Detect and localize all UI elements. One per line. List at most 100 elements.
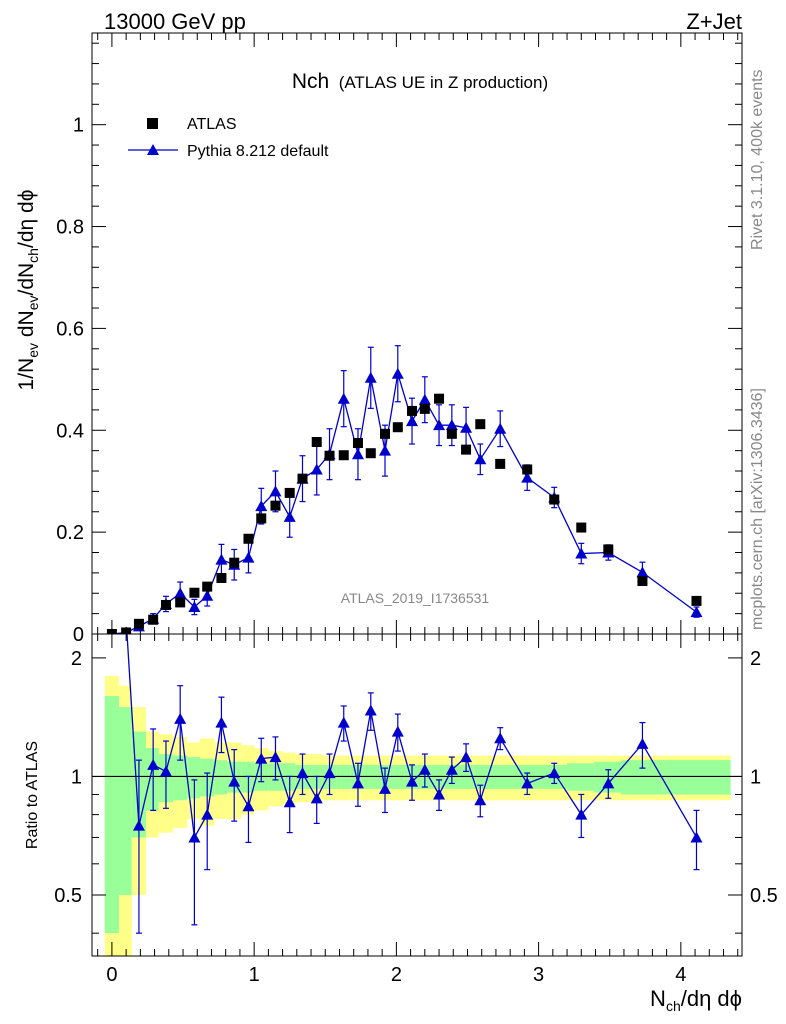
data-point: [256, 513, 267, 524]
data-point: [338, 450, 349, 461]
mc-point: [474, 453, 487, 465]
ratio-point: [474, 794, 487, 806]
y-tick-label: 0.2: [56, 522, 84, 544]
y-tick-label: 0.8: [56, 217, 84, 239]
legend: ATLAS Pythia 8.212 default: [128, 116, 329, 160]
data-point: [446, 428, 457, 439]
x-tick-label: 4: [675, 964, 686, 986]
mc-point: [310, 463, 323, 475]
data-point: [522, 464, 533, 475]
ratio-plot-series: [92, 634, 742, 934]
ratio-band-inner: [214, 760, 228, 795]
y-axis-label: 1/Nev dNev/dNch/dη dϕ: [15, 190, 41, 391]
data-point: [495, 458, 506, 469]
ratio-point: [159, 765, 172, 777]
data-point: [216, 572, 227, 583]
ratio-point: [188, 831, 201, 843]
data-point: [148, 614, 159, 625]
ratio-point: [228, 775, 241, 787]
ratio-point: [269, 751, 282, 763]
ratio-band-inner: [173, 755, 188, 801]
data-point: [603, 544, 614, 555]
legend-mc-label: Pythia 8.212 default: [187, 143, 329, 160]
data-point: [243, 533, 254, 544]
ratio-band-inner: [241, 761, 255, 793]
mc-point: [242, 551, 255, 563]
x-tick-label: 1: [249, 964, 260, 986]
axes: 0 1 2 3 4 0 0.2 0.4 0.6 0.8 1 0.5 0.5 1 1 2 2: [54, 33, 778, 986]
ratio-point: [406, 775, 419, 787]
ratio-tick-label-right: 2: [750, 648, 761, 670]
mc-point: [283, 510, 296, 522]
energy-label: 13000 GeV pp: [104, 9, 246, 34]
ratio-point: [521, 777, 534, 789]
ratio-point: [215, 716, 228, 728]
ratio-point: [602, 777, 615, 789]
ratio-point: [391, 725, 404, 737]
ratio-point: [283, 796, 296, 808]
mc-point: [445, 419, 458, 431]
data-point: [297, 473, 308, 484]
y-tick-label: 0: [73, 624, 84, 646]
ratio-band-inner: [621, 760, 663, 795]
mc-point: [215, 553, 228, 565]
ratio-tick-label-left: 1: [71, 766, 82, 788]
ratio-point: [575, 808, 588, 820]
ratio-tick-label-left: 2: [71, 648, 82, 670]
ratio-plot-frame: [91, 633, 743, 957]
data-point: [637, 576, 648, 587]
x-tick-label: 3: [533, 964, 544, 986]
plot-title-sub: (ATLAS UE in Z production): [339, 73, 548, 92]
data-point: [175, 597, 186, 608]
data-point: [434, 393, 445, 404]
data-point: [284, 487, 295, 498]
data-point: [189, 587, 200, 598]
ratio-point: [636, 737, 649, 749]
data-point: [475, 419, 486, 430]
legend-mc-marker: [147, 144, 159, 155]
data-point: [392, 422, 403, 433]
ratio-band-inner: [104, 696, 120, 934]
data-point: [202, 581, 213, 592]
mc-point: [364, 371, 377, 383]
y-tick-label: 0.6: [56, 318, 84, 340]
ratio-uncertainty-bands: [104, 675, 731, 956]
ratio-point: [201, 808, 214, 820]
ratio-band-inner: [662, 760, 731, 795]
ratio-point: [174, 712, 187, 724]
data-point: [576, 522, 587, 533]
data-point: [379, 428, 390, 439]
process-label: Z+Jet: [686, 9, 742, 34]
x-axis-label: Nch/dη dϕ: [650, 986, 742, 1014]
rivet-version-label: Rivet 3.1.10, 400k events: [749, 69, 766, 250]
y-tick-label: 1: [73, 115, 84, 137]
mc-point: [255, 500, 268, 512]
mc-point: [406, 415, 419, 427]
y-tick-label: 0.4: [56, 420, 84, 442]
ratio-point: [364, 704, 377, 716]
ratio-point: [351, 777, 364, 789]
ratio-point: [147, 758, 160, 770]
data-point: [549, 494, 560, 505]
mc-point: [460, 421, 473, 433]
ratio-tick-label-right: 0.5: [750, 885, 778, 907]
mcplots-label: mcplots.cern.ch [arXiv:1306.3436]: [749, 388, 766, 630]
ratio-point: [433, 788, 446, 800]
ratio-point: [690, 831, 703, 843]
data-point: [324, 450, 335, 461]
analysis-id-label: ATLAS_2019_I1736531: [341, 590, 490, 606]
mc-point: [378, 444, 391, 456]
mc-point: [494, 422, 507, 434]
legend-data-marker: [147, 118, 158, 129]
ratio-tick-label-left: 0.5: [54, 885, 82, 907]
ratio-y-axis-label: Ratio to ATLAS: [24, 741, 41, 849]
ratio-point: [378, 782, 391, 794]
ratio-point: [310, 792, 323, 804]
ratio-band-inner: [187, 757, 201, 799]
data-point: [419, 403, 430, 414]
ratio-band-inner: [119, 707, 132, 895]
mc-point: [521, 471, 534, 483]
ratio-point: [132, 819, 145, 831]
data-point: [229, 557, 240, 568]
